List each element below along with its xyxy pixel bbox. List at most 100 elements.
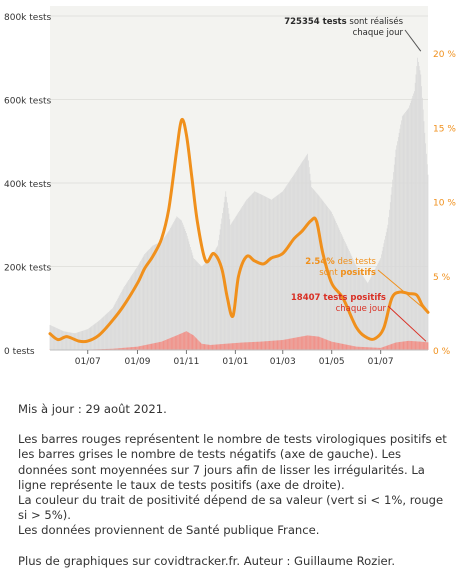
negative-bar	[404, 113, 405, 350]
positive-bar	[190, 334, 191, 350]
positive-bar	[257, 342, 258, 350]
negative-bar	[205, 263, 206, 350]
negative-bar	[156, 244, 157, 350]
positive-bar	[399, 342, 400, 350]
negative-bar	[314, 190, 315, 350]
positive-bar	[183, 333, 184, 350]
negative-bar	[66, 332, 67, 350]
negative-bar	[274, 197, 275, 350]
negative-bar	[132, 274, 133, 350]
positive-bar	[279, 340, 280, 350]
negative-bar	[220, 229, 221, 350]
negative-bar	[178, 218, 179, 350]
negative-bar	[282, 192, 283, 350]
positive-bar	[142, 346, 143, 350]
positive-bar	[191, 334, 192, 350]
positive-bar	[197, 339, 198, 350]
negative-bar	[66, 332, 67, 350]
negative-bar	[278, 195, 279, 350]
negative-bar	[257, 192, 258, 350]
positive-bar	[155, 343, 156, 350]
negative-bar	[401, 120, 402, 350]
negative-bar	[116, 301, 117, 350]
positive-bar	[163, 341, 164, 350]
positive-bar	[202, 344, 203, 350]
negative-bar	[205, 263, 206, 350]
negative-bar	[306, 155, 307, 350]
positive-bar	[423, 342, 424, 350]
negative-bar	[217, 247, 218, 350]
negative-bar	[165, 236, 166, 350]
negative-bar	[111, 309, 112, 350]
negative-bar	[150, 248, 151, 350]
positive-bar	[208, 345, 209, 350]
negative-bar	[105, 315, 106, 350]
negative-bar	[243, 205, 244, 350]
positive-bar	[249, 342, 250, 350]
positive-bar	[389, 345, 390, 350]
positive-bar	[311, 336, 312, 350]
negative-bar	[154, 245, 155, 350]
negative-bar	[161, 241, 162, 350]
negative-bar	[292, 177, 293, 350]
negative-bar	[291, 178, 292, 350]
negative-bar	[301, 163, 302, 350]
positive-bar	[275, 341, 276, 350]
positive-bar	[319, 337, 320, 350]
positive-bar	[281, 340, 282, 350]
negative-bar	[258, 193, 259, 350]
negative-bar	[229, 219, 230, 350]
negative-bar	[114, 305, 115, 350]
positive-bar	[242, 342, 243, 350]
negative-bar	[393, 172, 394, 350]
negative-bar	[265, 196, 266, 350]
negative-bar	[391, 195, 392, 350]
positive-bar	[342, 344, 343, 350]
negative-bar	[427, 164, 428, 350]
x-tick-label: 01/01	[222, 357, 248, 367]
negative-bar	[419, 66, 420, 350]
negative-bar	[294, 173, 295, 350]
positive-bar	[188, 332, 189, 350]
positive-bar	[237, 343, 238, 350]
positive-bar	[321, 338, 322, 350]
negative-bar	[181, 221, 182, 350]
negative-bar	[152, 246, 153, 350]
positive-bar	[160, 342, 161, 350]
negative-bar	[156, 244, 157, 350]
y-left-tick-label: 800k tests	[4, 13, 52, 23]
negative-bar	[407, 110, 408, 350]
positive-bar	[348, 345, 349, 350]
positive-bar	[282, 340, 283, 350]
negative-bar	[206, 262, 207, 350]
negative-bar	[127, 281, 128, 350]
positive-bar	[407, 341, 408, 350]
positive-bar	[175, 336, 176, 350]
negative-bar	[222, 213, 223, 350]
positive-bar	[145, 345, 146, 350]
positive-bar	[412, 341, 413, 350]
negative-bar	[277, 196, 278, 350]
negative-bar	[341, 234, 342, 350]
positive-bar	[277, 340, 278, 350]
negative-bar	[180, 220, 181, 350]
positive-bar	[178, 335, 179, 350]
negative-bar	[215, 250, 216, 350]
positive-bar	[232, 343, 233, 350]
negative-bar	[269, 198, 270, 350]
negative-bar	[126, 284, 127, 350]
negative-bar	[151, 247, 152, 350]
positive-bar	[296, 337, 297, 350]
negative-bar	[316, 193, 317, 350]
negative-bar	[155, 244, 156, 350]
negative-bar	[125, 285, 126, 350]
positive-bar	[412, 341, 413, 350]
negative-bar	[204, 264, 205, 350]
positive-bar	[300, 337, 301, 350]
negative-bar	[131, 276, 132, 350]
y-right-tick-label: 0 %	[433, 347, 451, 357]
negative-bar	[122, 290, 123, 350]
positive-bar	[356, 347, 357, 350]
positive-bar	[156, 343, 157, 350]
positive-bar	[408, 341, 409, 350]
